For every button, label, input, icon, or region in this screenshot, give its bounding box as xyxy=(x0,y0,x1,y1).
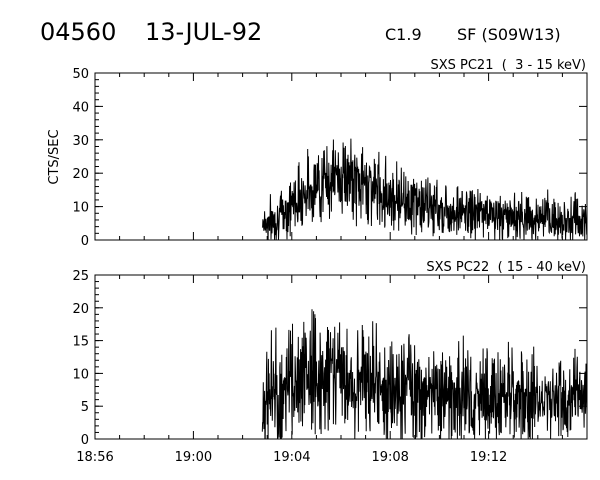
y-tick-label: 40 xyxy=(72,100,89,115)
event-id: 04560 xyxy=(40,18,116,46)
event-date: 13-JUL-92 xyxy=(145,18,262,46)
flare-class: C1.9 xyxy=(385,25,422,44)
panel-pc21: SXS PC21 ( 3 - 15 keV) CTS/SEC 0 10 20 30 40… xyxy=(47,58,588,249)
y-tick-label: 0 xyxy=(81,234,89,249)
y-tick-label: 25 xyxy=(72,269,89,284)
panel-pc21-title: SXS PC21 ( 3 - 15 keV) xyxy=(430,58,586,73)
y-tick-label: 50 xyxy=(72,67,89,82)
y-tick-label: 20 xyxy=(72,167,89,182)
y-tick-label: 10 xyxy=(72,201,89,216)
x-tick-label: 18:56 xyxy=(76,450,113,465)
x-tick-label: 19:00 xyxy=(175,450,212,465)
pc21-count-trace xyxy=(261,138,588,241)
y-axis-label: CTS/SEC xyxy=(47,129,62,184)
y-tick-label: 10 xyxy=(72,367,89,382)
x-tick-label: 19:08 xyxy=(371,450,408,465)
y-tick-label: 5 xyxy=(81,400,89,415)
flare-location: SF (S09W13) xyxy=(457,25,561,44)
panel-pc22-title: SXS PC22 ( 15 - 40 keV) xyxy=(426,260,586,275)
x-tick-label: 19:12 xyxy=(470,450,507,465)
x-tick-label: 19:04 xyxy=(273,450,310,465)
panel-pc22: SXS PC22 ( 15 - 40 keV) 0 5 10 15 20 25 18:56 1… xyxy=(72,260,588,465)
y-tick-label: 15 xyxy=(72,335,89,350)
y-tick-label: 20 xyxy=(72,302,89,317)
y-tick-label: 0 xyxy=(81,433,89,448)
pc22-count-trace xyxy=(261,309,588,440)
y-tick-label: 30 xyxy=(72,134,89,149)
